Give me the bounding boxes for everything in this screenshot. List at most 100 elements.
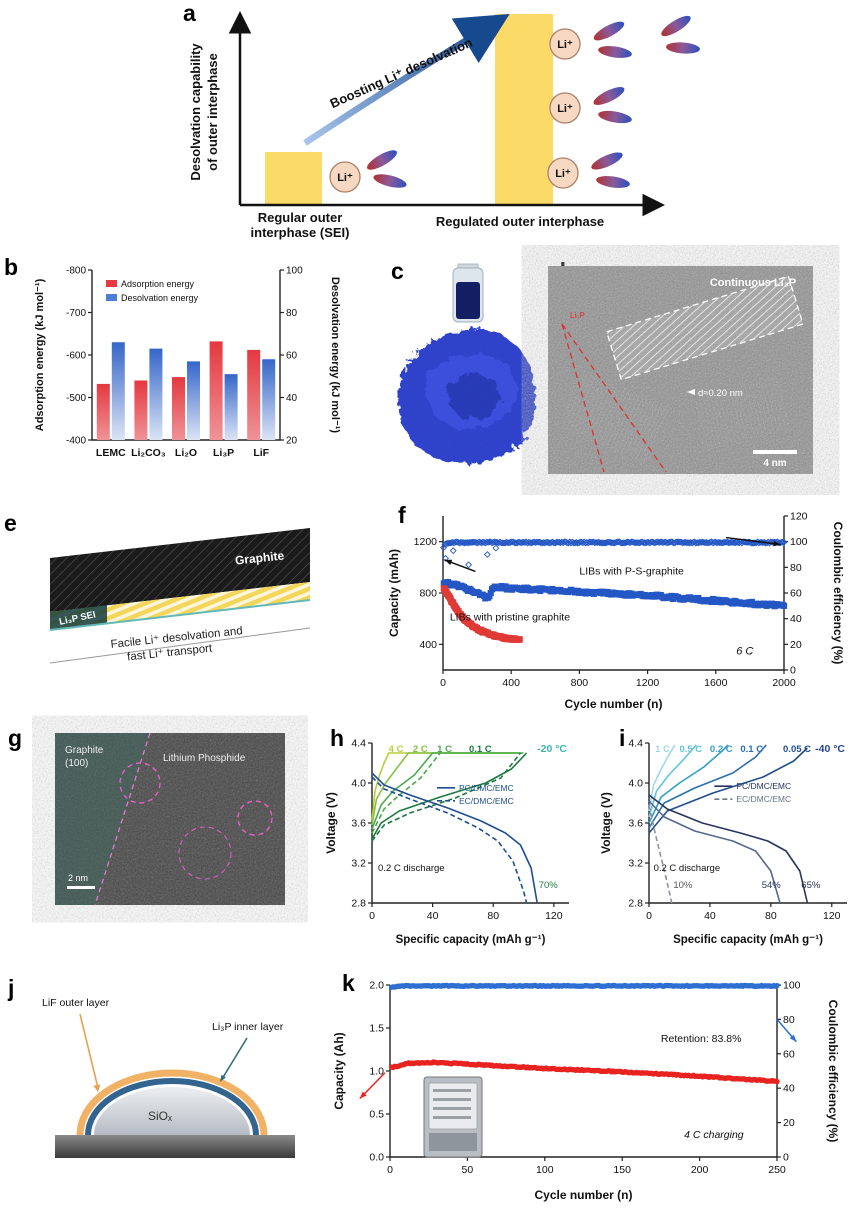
svg-text:3.6: 3.6 xyxy=(351,818,366,830)
svg-text:120: 120 xyxy=(545,910,563,922)
li3p-domain-circle xyxy=(178,826,232,880)
svg-text:1200: 1200 xyxy=(414,536,438,548)
svg-text:EC/DMC/EMC: EC/DMC/EMC xyxy=(736,794,791,804)
solvent-molecule-icon xyxy=(596,176,630,188)
svg-text:100: 100 xyxy=(536,1164,554,1176)
li-ion: Li⁺ xyxy=(547,157,579,189)
panel-label-h: h xyxy=(330,725,345,751)
svg-text:Li⁺: Li⁺ xyxy=(555,168,571,180)
li-ion: Li⁺ xyxy=(329,161,361,193)
svg-text:0.0: 0.0 xyxy=(369,1152,384,1164)
panel-f-cycling-chart: 0 400 800 1200 1600 2000 400 800 1200 0 20 40 60 80 10… xyxy=(387,511,845,712)
curve-5 xyxy=(371,752,522,842)
lif-outer-layer xyxy=(76,1069,268,1136)
curve-1 xyxy=(371,752,521,826)
svg-text:0.2 C discharge: 0.2 C discharge xyxy=(654,863,721,874)
a-xlabel-right: Regulated outer interphase xyxy=(436,214,604,229)
svg-text:200: 200 xyxy=(691,1164,709,1176)
svg-text:4.0: 4.0 xyxy=(351,778,366,790)
svg-text:6 C: 6 C xyxy=(736,646,753,658)
curve-2 xyxy=(371,752,524,830)
svg-text:Coulombic efficiency (%): Coulombic efficiency (%) xyxy=(826,1000,840,1143)
solvent-molecule-icon xyxy=(598,110,632,124)
bar-regulated-interphase xyxy=(495,14,553,205)
svg-text:20: 20 xyxy=(286,436,298,447)
series-1 xyxy=(442,544,500,569)
svg-text:60: 60 xyxy=(286,351,298,362)
a-ylabel-line2: of outer interphase xyxy=(205,53,220,171)
scale-bar-label: 4 nm xyxy=(763,458,786,469)
svg-text:0.5 C: 0.5 C xyxy=(679,744,702,755)
svg-text:-500: -500 xyxy=(66,393,86,404)
svg-text:4 C: 4 C xyxy=(389,744,404,755)
bar-regular-interphase xyxy=(265,152,322,205)
panel-label-e: e xyxy=(4,510,17,536)
panel-label-a: a xyxy=(183,0,196,26)
svg-text:60: 60 xyxy=(783,1048,795,1060)
curve-4 xyxy=(371,752,441,834)
panel-label-k: k xyxy=(342,970,355,996)
svg-text:Li⁺: Li⁺ xyxy=(337,172,353,184)
lithium-phosphide-label: Lithium Phosphide xyxy=(163,753,246,764)
curve-4 xyxy=(648,747,808,834)
li3p-arrow xyxy=(221,1037,248,1080)
solvent-molecule-icon xyxy=(593,87,625,105)
svg-text:120: 120 xyxy=(790,511,808,523)
svg-text:PC/DMC/EMC: PC/DMC/EMC xyxy=(459,783,514,793)
svg-text:1600: 1600 xyxy=(704,677,728,689)
svg-text:20: 20 xyxy=(783,1117,795,1129)
svg-text:0.05 C: 0.05 C xyxy=(783,744,811,755)
panel-c-powder-photo xyxy=(398,263,536,464)
svg-text:Specific capacity (mAh g⁻¹): Specific capacity (mAh g⁻¹) xyxy=(396,934,546,946)
svg-text:LIBs with pristine graphite: LIBs with pristine graphite xyxy=(450,612,570,624)
svg-text:3.2: 3.2 xyxy=(351,858,366,870)
svg-text:2.0: 2.0 xyxy=(369,980,384,992)
svg-text:-600: -600 xyxy=(66,351,86,362)
svg-text:0: 0 xyxy=(387,1164,393,1176)
panel-h-rate-chart: 0 40 80 120 2.8 3.2 3.6 4.0 4.4 Specific capacity… xyxy=(324,738,569,946)
svg-text:Desolvation energy: Desolvation energy xyxy=(121,293,199,303)
solvent-molecule-icon xyxy=(666,42,700,54)
boost-desolvation-arrow xyxy=(303,13,510,146)
lattice-fringes xyxy=(692,375,794,452)
curve-0 xyxy=(648,744,676,812)
pouch-cell-photo xyxy=(423,1076,483,1158)
svg-text:120: 120 xyxy=(823,910,841,922)
svg-text:40: 40 xyxy=(790,613,802,625)
graphite-region xyxy=(50,528,310,612)
curve-3 xyxy=(648,744,767,829)
panel-label-f: f xyxy=(398,502,406,528)
svg-text:0: 0 xyxy=(783,1152,789,1164)
svg-text:2.8: 2.8 xyxy=(351,898,366,910)
series-2 xyxy=(440,578,788,610)
svg-text:0.2 C: 0.2 C xyxy=(710,744,733,755)
li3p-sei-band xyxy=(50,582,310,630)
svg-text:50: 50 xyxy=(462,1164,474,1176)
graphite-label-1: Graphite xyxy=(65,745,104,756)
svg-text:-40 °C: -40 °C xyxy=(815,743,845,755)
svg-text:40: 40 xyxy=(427,910,439,922)
curve-5 xyxy=(648,794,809,904)
lattice-fringes xyxy=(559,369,671,465)
svg-text:100: 100 xyxy=(783,980,801,992)
svg-text:Adsorption energy (kJ mol⁻¹): Adsorption energy (kJ mol⁻¹) xyxy=(34,278,46,431)
svg-text:Capacity (mAh): Capacity (mAh) xyxy=(387,549,401,637)
continuous-li3p-label: Continuous Li₃P xyxy=(710,277,796,289)
electrolyte-boundary xyxy=(49,627,311,664)
svg-text:800: 800 xyxy=(571,677,589,689)
svg-text:4 C charging: 4 C charging xyxy=(684,1129,744,1141)
svg-text:0.5: 0.5 xyxy=(369,1109,384,1121)
scale-bar xyxy=(753,450,797,454)
svg-text:80: 80 xyxy=(765,910,777,922)
svg-text:4.4: 4.4 xyxy=(351,738,366,750)
li3p-inner-layer xyxy=(85,1078,259,1136)
svg-text:4.4: 4.4 xyxy=(628,738,643,750)
graphite-label: Graphite xyxy=(234,548,285,567)
svg-text:65%: 65% xyxy=(801,880,821,891)
red-dashed-guide xyxy=(561,323,605,473)
siox-core xyxy=(94,1087,250,1135)
substrate xyxy=(55,1135,295,1158)
a-xlabel-left-1: Regular outer xyxy=(258,210,343,225)
graphite-region-tint xyxy=(55,733,150,905)
svg-text:150: 150 xyxy=(613,1164,631,1176)
